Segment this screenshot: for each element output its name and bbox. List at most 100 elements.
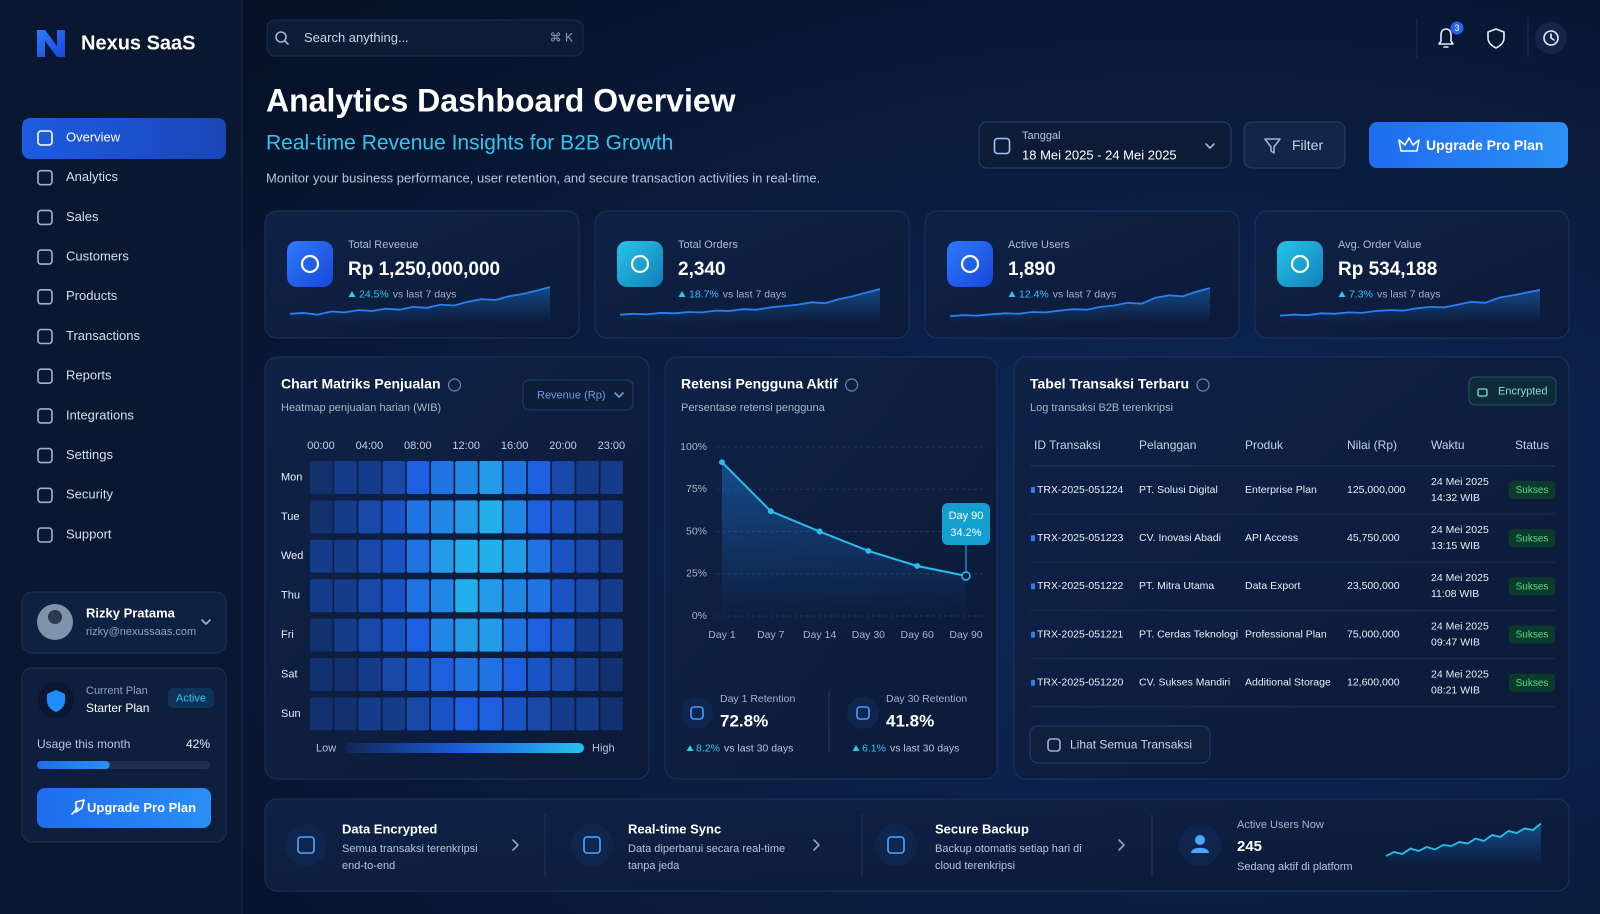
heatmap-cell — [503, 539, 527, 573]
icon — [583, 836, 601, 854]
icon — [37, 209, 53, 226]
heatmap-cell — [503, 618, 527, 652]
kpi-label: Avg. Order Value — [1338, 239, 1421, 251]
icon — [37, 447, 53, 464]
retention-point — [961, 571, 971, 581]
nav-item[interactable]: Transactions — [66, 328, 140, 343]
upgrade-pro-label[interactable]: Upgrade Pro Plan — [1426, 137, 1543, 153]
page-description: Monitor your business performance, user … — [266, 170, 820, 185]
heatmap-cell — [455, 579, 478, 613]
upgrade-button[interactable] — [37, 788, 211, 828]
heatmap-legend — [344, 743, 584, 753]
nav-item[interactable]: Support — [66, 526, 112, 541]
sparkline-area — [290, 287, 550, 323]
page-subtitle: Real-time Revenue Insights for B2B Growt… — [266, 132, 673, 155]
heatmap-cell — [600, 618, 623, 652]
heatmap-cell — [527, 500, 551, 534]
heatmap-cell — [310, 618, 333, 652]
status-badge — [1509, 577, 1555, 596]
nav-item[interactable]: Overview — [66, 129, 121, 144]
heatmap-cell — [406, 461, 430, 494]
kpi-value: Rp 1,250,000,000 — [348, 259, 500, 280]
feature-desc: end-to-end — [342, 860, 395, 872]
retention-area — [722, 462, 966, 616]
table-cell: 12,600,000 — [1347, 677, 1400, 689]
search-icon — [275, 31, 287, 43]
sparkline — [619, 288, 881, 316]
nav-item[interactable]: Integrations — [66, 407, 134, 422]
retention-point — [767, 508, 774, 515]
user-card[interactable] — [21, 591, 227, 654]
notification-count[interactable]: 3 — [1454, 23, 1459, 33]
icon — [37, 328, 53, 345]
metric-select[interactable] — [522, 379, 634, 411]
view-all-button[interactable] — [1029, 725, 1211, 764]
sparkline — [949, 287, 1211, 317]
active-users-desc: Sedang aktif di platform — [1237, 861, 1353, 873]
upgrade-pro-button[interactable] — [1369, 122, 1568, 168]
feature-icon-bg — [571, 824, 613, 866]
y-tick-label: 100% — [680, 441, 707, 453]
nav-item[interactable]: Sales — [66, 209, 99, 224]
heatmap-cell — [358, 658, 381, 691]
retention-point — [914, 563, 921, 569]
heatmap-cell — [600, 697, 623, 731]
heatmap-cell — [382, 579, 406, 613]
nav-item[interactable]: Security — [66, 487, 113, 502]
heatmap-cell — [576, 500, 599, 534]
users-icon-body — [1191, 847, 1209, 853]
sparkline-area — [1386, 823, 1541, 866]
view-all-label[interactable]: Lihat Semua Transaksi — [1070, 738, 1192, 752]
x-tick-label: Day 90 — [949, 629, 982, 641]
nav-item[interactable]: Customers — [66, 249, 129, 264]
search-placeholder[interactable]: Search anything... — [304, 30, 409, 45]
kpi-icon — [960, 254, 980, 274]
info-icon[interactable] — [1196, 378, 1210, 392]
heatmap-cell — [406, 500, 430, 534]
heatmap-row-label: Wed — [281, 550, 303, 562]
heatmap-cell — [527, 539, 551, 573]
icon — [37, 527, 53, 543]
heatmap-cell — [310, 579, 333, 613]
nav-item[interactable]: Reports — [66, 368, 112, 383]
table-cell: 24 Mei 2025 — [1431, 620, 1489, 632]
stat-value: 41.8% — [886, 711, 934, 730]
icon — [1047, 738, 1061, 752]
kpi-compare: vs last 7 days — [1377, 288, 1441, 300]
kpi-icon-bg — [617, 241, 663, 287]
date-picker[interactable] — [978, 121, 1232, 169]
heatmap-cell — [455, 618, 478, 652]
feature-desc: Backup otomatis setiap hari di — [935, 843, 1082, 855]
info-icon[interactable] — [845, 378, 859, 392]
stat-change: 8.2% — [696, 742, 720, 754]
icon — [37, 130, 53, 146]
kpi-label: Total Reveeue — [348, 239, 418, 251]
usage-label: Usage this month — [37, 737, 130, 751]
table-header: Produk — [1245, 438, 1284, 452]
heatmap-cell — [479, 658, 502, 691]
table-cell: 13:15 WIB — [1431, 540, 1480, 552]
kpi-icon-bg — [1277, 241, 1323, 287]
search-box[interactable] — [266, 19, 584, 57]
avatar-head — [48, 610, 62, 624]
table-header: ID Transaksi — [1034, 438, 1101, 452]
nav-item[interactable]: Products — [66, 288, 118, 303]
stat-icon-bg — [847, 697, 879, 729]
heatmap-cell — [600, 658, 623, 691]
encrypted-label: Encrypted — [1498, 385, 1548, 397]
status-badge — [1509, 481, 1555, 499]
notification-badge[interactable] — [1450, 21, 1464, 35]
nav-item[interactable]: Settings — [66, 447, 113, 462]
retention-point — [865, 547, 872, 554]
filter-label[interactable]: Filter — [1292, 137, 1323, 153]
page-title: Analytics Dashboard Overview — [266, 82, 736, 118]
retention-point — [719, 459, 725, 466]
metric-select-label[interactable]: Revenue (Rp) — [537, 389, 605, 401]
heatmap-cell — [455, 461, 478, 494]
heatmap-cell — [310, 697, 333, 731]
upgrade-button-label[interactable]: Upgrade Pro Plan — [87, 800, 196, 815]
nav-item[interactable]: Analytics — [66, 169, 119, 184]
kpi-icon — [300, 254, 320, 274]
info-icon[interactable] — [447, 378, 462, 392]
filter-button[interactable] — [1243, 121, 1346, 169]
